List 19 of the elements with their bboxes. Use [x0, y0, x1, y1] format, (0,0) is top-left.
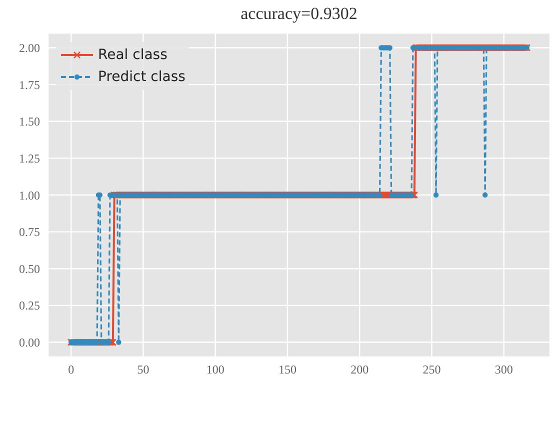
y-tick-label: 0.50 [19, 262, 40, 276]
y-tick-label: 0.00 [19, 336, 40, 350]
y-tick-label: 1.25 [19, 151, 40, 166]
y-tick-label: 1.50 [19, 114, 40, 129]
legend-label: Real class [98, 47, 168, 63]
y-tick-label: 0.75 [19, 225, 40, 240]
y-tick-label: 0.25 [19, 298, 40, 313]
y-tick-label: 1.75 [19, 78, 40, 92]
x-tick-label: 200 [350, 362, 369, 377]
x-tick-label: 300 [494, 362, 513, 377]
y-tick-label: 1.00 [19, 188, 40, 202]
x-tick-label: 250 [422, 362, 441, 377]
x-tick-label: 0 [68, 362, 74, 377]
legend-label: Predict class [98, 69, 186, 85]
x-tick-label: 150 [278, 362, 296, 377]
x-tick-label: 100 [206, 362, 224, 377]
y-tick-label: 2.00 [19, 40, 40, 55]
chart-title: accuracy=0.9302 [240, 4, 358, 24]
x-tick-label: 50 [137, 362, 150, 377]
